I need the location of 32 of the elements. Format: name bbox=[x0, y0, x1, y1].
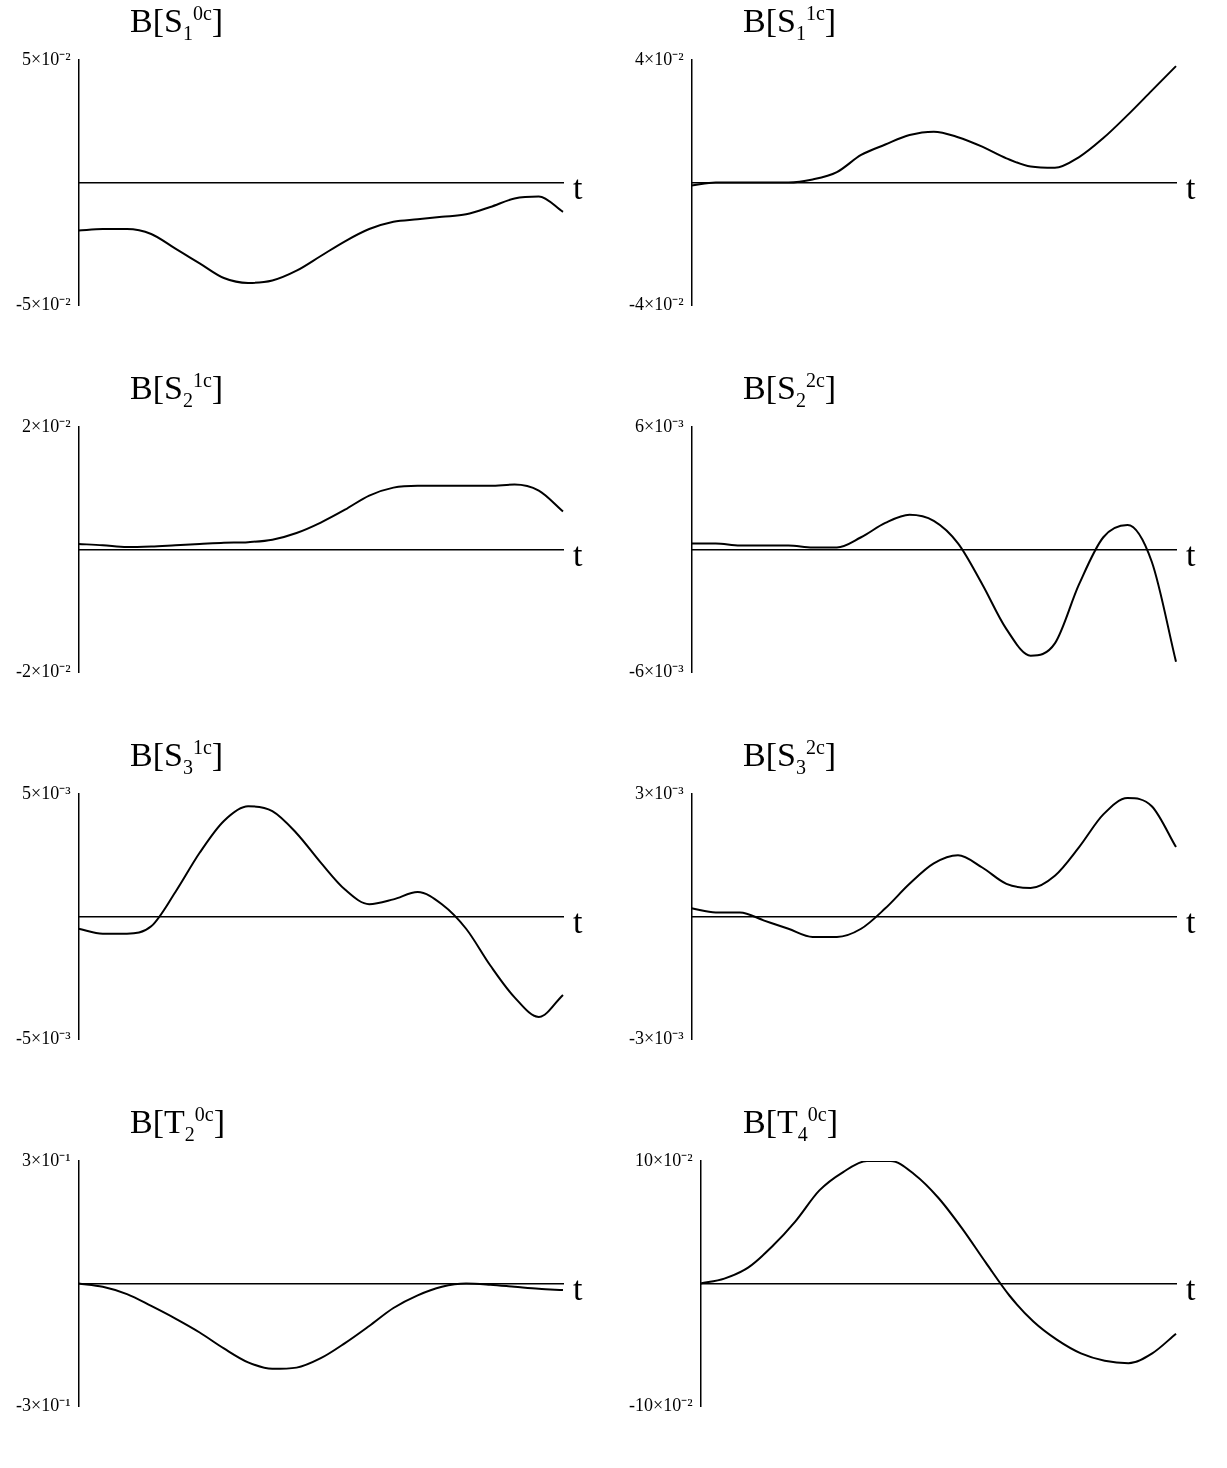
x-axis-title: t bbox=[573, 903, 583, 941]
chart-title: B[S$_{1}$$^{1c}$] bbox=[743, 2, 837, 46]
x-axis-title: t bbox=[1186, 903, 1196, 941]
y-tick-label: -5×10⁻³ bbox=[16, 1027, 72, 1048]
y-tick-label: -2×10⁻² bbox=[16, 660, 71, 681]
x-axis-title: t bbox=[1186, 536, 1196, 574]
x-axis-title: t bbox=[573, 169, 583, 207]
chart-title: B[T$_{2}$$^{0c}$] bbox=[130, 1103, 225, 1147]
y-tick-label: 2×10⁻² bbox=[21, 415, 71, 436]
y-tick-label: 10×10⁻² bbox=[634, 1149, 693, 1170]
y-tick-label: 5×10⁻² bbox=[21, 48, 71, 69]
y-tick-label: -3×10⁻³ bbox=[629, 1027, 685, 1048]
y-tick-label: -4×10⁻² bbox=[629, 293, 684, 314]
y-tick-label: 4×10⁻² bbox=[634, 48, 684, 69]
y-tick-label: 3×10⁻³ bbox=[634, 782, 685, 803]
x-axis-title: t bbox=[573, 1270, 583, 1308]
chart-title: B[S$_{3}$$^{1c}$] bbox=[130, 736, 224, 780]
y-tick-label: -10×10⁻² bbox=[629, 1394, 693, 1415]
y-tick-label: 6×10⁻³ bbox=[634, 415, 685, 436]
chart-title: B[S$_{3}$$^{2c}$] bbox=[743, 736, 837, 780]
x-axis-title: t bbox=[573, 536, 583, 574]
y-tick-label: -6×10⁻³ bbox=[629, 660, 685, 681]
y-tick-label: -3×10⁻¹ bbox=[16, 1394, 71, 1415]
chart-title: B[T$_{4}$$^{0c}$] bbox=[743, 1103, 838, 1147]
y-tick-label: -5×10⁻² bbox=[16, 293, 71, 314]
chart-title: B[S$_{1}$$^{0c}$] bbox=[130, 2, 224, 46]
chart-title: B[S$_{2}$$^{1c}$] bbox=[130, 369, 224, 413]
y-tick-label: 3×10⁻¹ bbox=[21, 1149, 71, 1170]
x-axis-title: t bbox=[1186, 1270, 1196, 1308]
y-tick-label: 5×10⁻³ bbox=[21, 782, 72, 803]
chart-title: B[S$_{2}$$^{2c}$] bbox=[743, 369, 837, 413]
x-axis-title: t bbox=[1186, 169, 1196, 207]
